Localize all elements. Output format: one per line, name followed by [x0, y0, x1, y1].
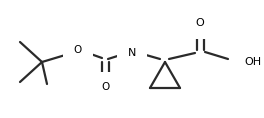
Text: O: O — [196, 18, 204, 28]
Text: OH: OH — [244, 57, 261, 67]
Text: O: O — [101, 82, 109, 92]
Text: N: N — [128, 48, 136, 58]
Text: O: O — [74, 45, 82, 55]
Text: H: H — [128, 38, 136, 48]
